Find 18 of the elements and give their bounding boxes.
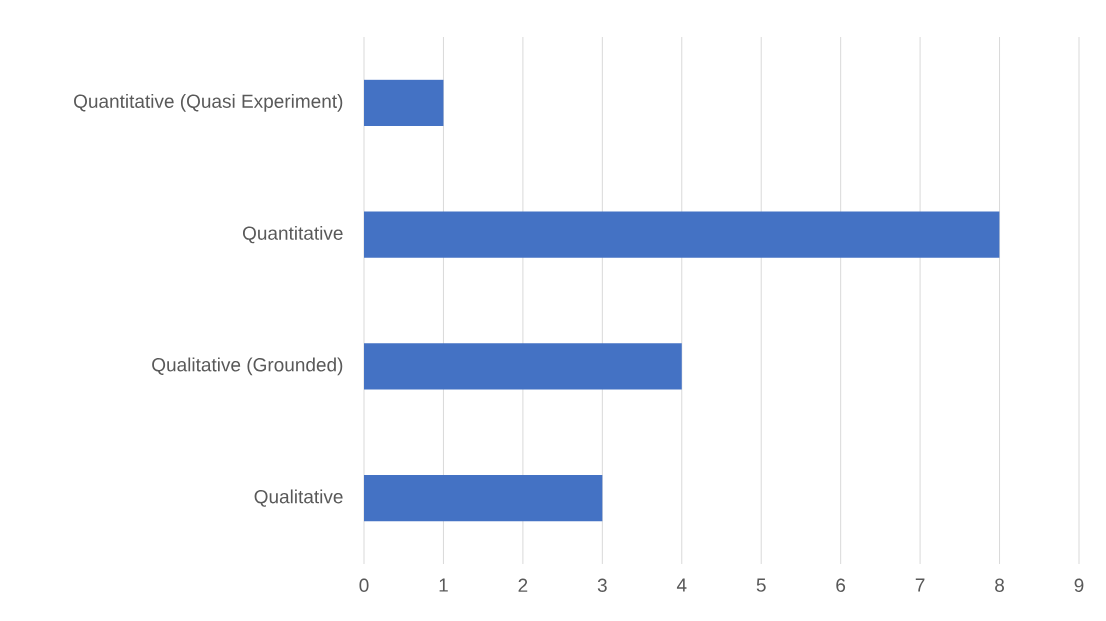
- bar: [364, 343, 682, 390]
- y-tick-label: Qualitative (Grounded): [152, 357, 343, 376]
- x-tick-label: 0: [359, 578, 369, 592]
- x-tick-label: 3: [597, 578, 607, 592]
- bar: [364, 211, 1000, 258]
- y-tick-label: Qualitative: [254, 489, 343, 507]
- x-tick-label: 6: [836, 578, 846, 592]
- x-tick-label: 4: [676, 578, 687, 592]
- x-tick-label: 9: [1074, 578, 1084, 592]
- x-tick-label: 8: [995, 578, 1004, 592]
- y-tick-label: Quantitative: [242, 225, 343, 244]
- x-tick-label: 1: [439, 578, 448, 592]
- bar: [364, 79, 444, 126]
- bar: [364, 475, 603, 522]
- x-tick-label: 5: [756, 578, 766, 592]
- x-tick-label: 7: [915, 578, 925, 592]
- x-tick-label: 2: [518, 578, 528, 592]
- y-tick-label: Quantitative (Quasi Experiment): [74, 94, 343, 112]
